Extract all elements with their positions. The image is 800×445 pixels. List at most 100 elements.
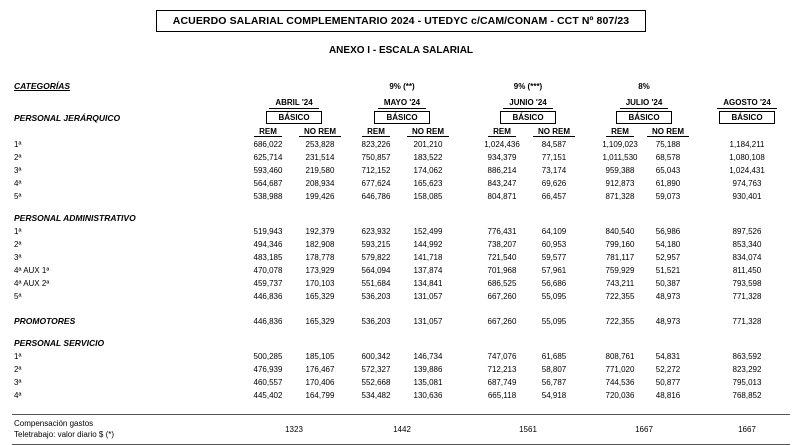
value-cell: 934,379: [487, 153, 517, 162]
value-cell: 182,908: [305, 240, 335, 249]
value-cell: 173,929: [305, 266, 335, 275]
norem-header-cell: NO REM: [402, 125, 454, 138]
value-cell: 712,213: [487, 365, 517, 374]
value-cell: 201,210: [413, 140, 443, 149]
value-cell: 48,973: [655, 292, 681, 301]
value-cell: 65,043: [655, 166, 681, 175]
promotores-row: PROMOTORES 446,836 165,329 536,203 131,057 66…: [12, 315, 790, 328]
value-cell: 494,346: [253, 240, 283, 249]
value-cell: 73,174: [541, 166, 567, 175]
value-cell: 564,094: [361, 266, 391, 275]
category-label: 1ª: [14, 352, 22, 361]
value-cell: 500,285: [253, 352, 283, 361]
value-cell: 84,587: [541, 140, 567, 149]
value-cell: 536,203: [361, 292, 391, 301]
value-cell: 51,521: [655, 266, 681, 275]
section-title: PERSONAL ADMINISTRATIVO: [14, 213, 136, 223]
value-cell: 446,836: [253, 292, 283, 301]
value-cell: 231,514: [305, 153, 335, 162]
value-cell: 646,786: [361, 192, 391, 201]
percent-label: 9% (***): [513, 82, 543, 91]
value-cell: 1,109,023: [602, 140, 638, 149]
data-row: 3ª 593,460 219,580 712,152 174,062 886,214 73,…: [12, 164, 790, 177]
category-label: 1ª: [14, 227, 22, 236]
value-cell: 170,103: [305, 279, 335, 288]
category-label: 4ª: [14, 391, 22, 400]
value-cell: 170,406: [305, 378, 335, 387]
norem-header-cell: NO REM: [644, 125, 692, 138]
category-label: 2ª: [14, 240, 22, 249]
value-cell: 551,684: [361, 279, 391, 288]
value-cell: 56,787: [541, 378, 567, 387]
value-cell: 959,388: [605, 166, 635, 175]
basico-cell: BÁSICO: [242, 111, 346, 125]
value-cell: 1,024,431: [729, 166, 765, 175]
data-row: 4ª 564,687 208,934 677,624 165,623 843,247 69,…: [12, 177, 790, 190]
value-cell: 721,540: [487, 253, 517, 262]
percent-label: 8%: [638, 82, 650, 91]
value-cell: 579,822: [361, 253, 391, 262]
percent-row: CATEGORÍAS 9% (**) 9% (***) 8%: [12, 80, 790, 93]
data-row: 4ª AUX 1ª 470,078 173,929 564,094 137,874 701…: [12, 264, 790, 277]
value-cell: 152,499: [413, 227, 443, 236]
section-title: PROMOTORES: [14, 316, 76, 326]
basico-cell: BÁSICO: [596, 111, 692, 125]
category-label: 5ª: [14, 292, 22, 301]
value-cell: 146,734: [413, 352, 443, 361]
value-cell: 135,081: [413, 378, 443, 387]
footer-value: 1323: [285, 424, 303, 434]
section-title: PERSONAL SERVICIO: [14, 338, 105, 348]
value-cell: 593,460: [253, 166, 283, 175]
footer-label-line: Teletrabajo: valor diario $ (*): [14, 430, 115, 439]
norem-header: NO REM: [299, 127, 341, 137]
document-subtitle: ANEXO I - ESCALA SALARIAL: [328, 45, 474, 56]
value-cell: 69,626: [541, 179, 567, 188]
norem-header: NO REM: [407, 127, 449, 137]
rem-header-cell: REM: [476, 125, 528, 138]
data-row: 2ª 494,346 182,908 593,215 144,992 738,207 60,…: [12, 238, 790, 251]
value-cell: 738,207: [487, 240, 517, 249]
value-cell: 912,873: [605, 179, 635, 188]
basico-box: BÁSICO: [374, 111, 430, 124]
norem-header-cell: NO REM: [528, 125, 580, 138]
basico-box: BÁSICO: [616, 111, 672, 124]
value-cell: 165,329: [305, 292, 335, 301]
category-label: 4ª AUX 2ª: [14, 279, 50, 288]
value-cell: 253,828: [305, 140, 335, 149]
salary-table: CATEGORÍAS 9% (**) 9% (***) 8% ABRIL '24 MAYO…: [12, 80, 790, 445]
category-label: 3ª: [14, 253, 22, 262]
month-label: MAYO '24: [377, 98, 427, 109]
value-cell: 552,668: [361, 378, 391, 387]
value-cell: 68,578: [655, 153, 681, 162]
value-cell: 886,214: [487, 166, 517, 175]
value-cell: 665,118: [487, 391, 517, 400]
category-label: 4ª: [14, 179, 22, 188]
rem-header-cell: REM: [596, 125, 644, 138]
value-cell: 701,968: [487, 266, 517, 275]
value-cell: 131,057: [413, 292, 443, 301]
footer-label-line: Compensación gastos: [14, 419, 94, 428]
value-cell: 183,522: [413, 153, 443, 162]
data-row: 1ª 519,943 192,379 623,932 152,499 776,431 64,…: [12, 225, 790, 238]
value-cell: 795,013: [732, 378, 762, 387]
value-cell: 572,327: [361, 365, 391, 374]
category-label: 2ª: [14, 365, 22, 374]
month-header-cell: MAYO '24: [350, 96, 454, 109]
value-cell: 61,685: [541, 352, 567, 361]
value-cell: 768,852: [732, 391, 762, 400]
data-row: 1ª 500,285 185,105 600,342 146,734 747,076 61,…: [12, 350, 790, 363]
month-header-cell: AGOSTO '24: [714, 96, 780, 109]
value-cell: 130,636: [413, 391, 443, 400]
category-label: 5ª: [14, 192, 22, 201]
month-label: AGOSTO '24: [717, 98, 777, 109]
value-cell: 538,988: [253, 192, 283, 201]
norem-header-cell: NO REM: [294, 125, 346, 138]
value-cell: 59,073: [655, 192, 681, 201]
data-row: 4ª AUX 2ª 459,737 170,103 551,684 134,841 686…: [12, 277, 790, 290]
value-cell: 52,272: [655, 365, 681, 374]
rem-header: REM: [254, 127, 282, 137]
value-cell: 519,943: [253, 227, 283, 236]
value-cell: 677,624: [361, 179, 391, 188]
value-cell: 793,598: [732, 279, 762, 288]
